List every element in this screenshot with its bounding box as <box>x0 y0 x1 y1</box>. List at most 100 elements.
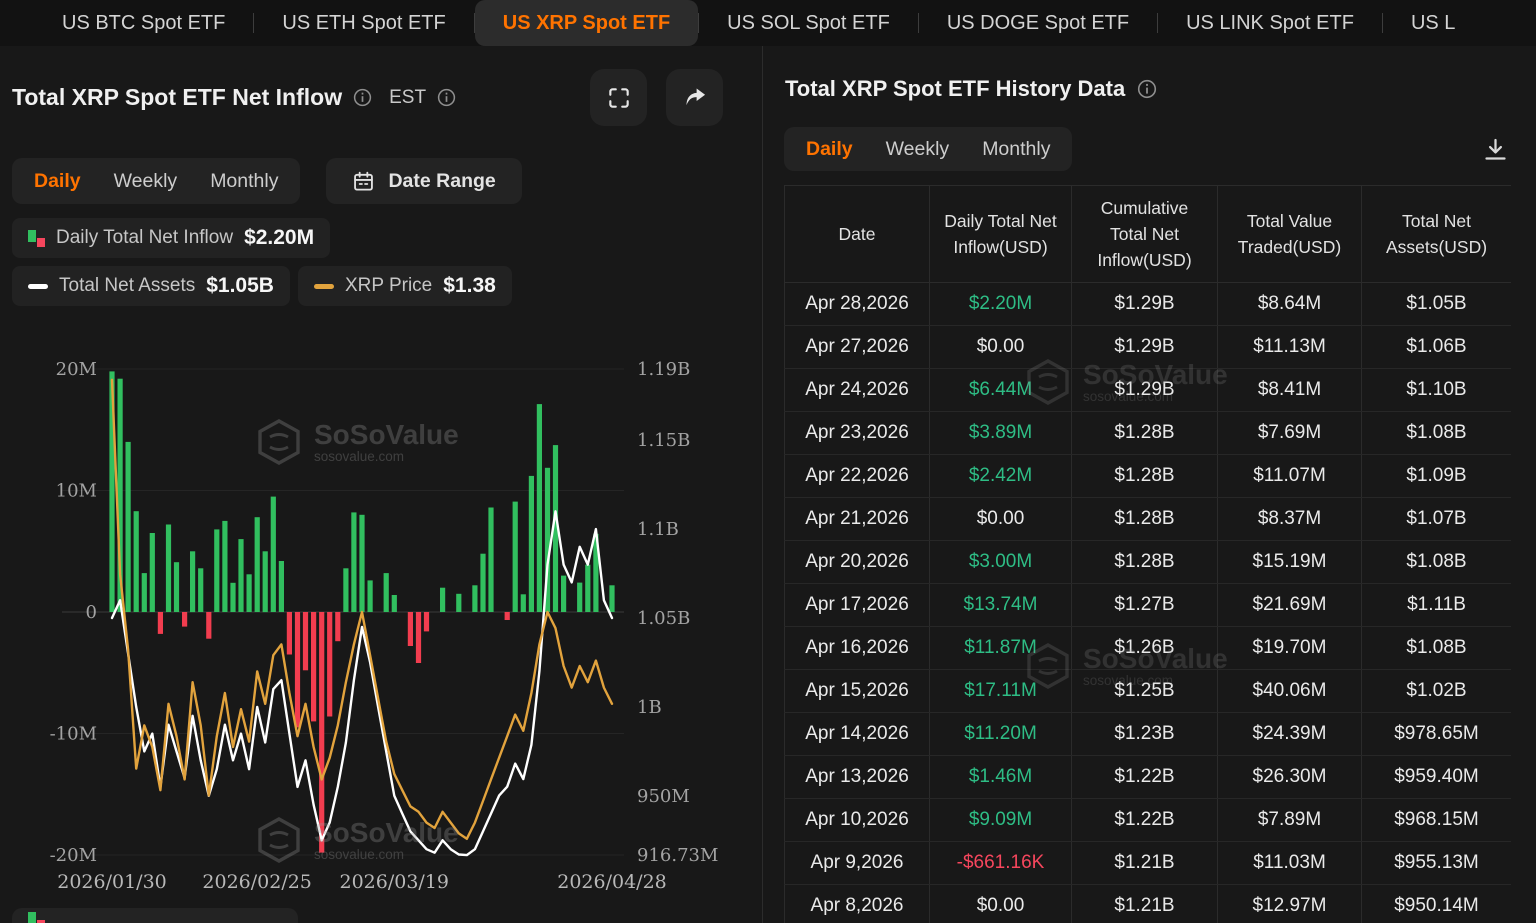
right-panel: Total XRP Spot ETF History Data Daily We… <box>762 46 1536 923</box>
right-axis-label: 1.15B <box>637 430 690 451</box>
inflow-bar <box>238 539 244 612</box>
bar-swatch-icon <box>28 229 45 247</box>
fullscreen-button[interactable] <box>590 69 647 126</box>
date-range-button[interactable]: Date Range <box>326 158 522 204</box>
net-assets-cell: $955.13M <box>1361 841 1511 885</box>
cumulative-inflow-cell: $1.23B <box>1071 712 1218 756</box>
tab-daily[interactable]: Daily <box>34 169 81 192</box>
history-header: Total XRP Spot ETF History Data <box>785 76 1157 102</box>
date-cell: Apr 10,2026 <box>784 798 930 842</box>
etf-tab-us-sol-spot-etf[interactable]: US SOL Spot ETF <box>727 11 890 34</box>
date-range-label: Date Range <box>388 169 496 192</box>
table-row: Apr 14,2026 $11.20M $1.23B $24.39M $978.65M <box>784 712 1511 756</box>
legend-label: Daily Total Net Inflow <box>56 227 234 248</box>
tab-divider <box>917 13 919 33</box>
inflow-bar <box>528 475 534 612</box>
inflow-bar <box>520 594 526 612</box>
tab-monthly[interactable]: Monthly <box>210 169 279 192</box>
daily-inflow-cell: $0.00 <box>929 497 1072 541</box>
inflow-bar <box>246 574 252 612</box>
history-table-header-row: Date Daily Total Net Inflow(USD) Cumulativ… <box>784 185 1511 283</box>
cumulative-inflow-cell: $1.28B <box>1071 497 1218 541</box>
value-traded-cell: $7.69M <box>1217 411 1362 455</box>
daily-inflow-cell: $2.42M <box>929 454 1072 498</box>
inflow-bar <box>214 529 220 612</box>
value-traded-cell: $8.37M <box>1217 497 1362 541</box>
etf-tab-us-l[interactable]: US L <box>1410 11 1456 34</box>
info-icon[interactable] <box>437 88 456 107</box>
net-assets-cell: $1.06B <box>1361 325 1511 369</box>
date-cell: Apr 17,2026 <box>784 583 930 627</box>
inflow-bar <box>544 467 551 612</box>
info-icon[interactable] <box>1137 79 1157 99</box>
x-axis-label: 2026/04/28 <box>557 871 667 893</box>
table-row: Apr 28,2026 $2.20M $1.29B $8.64M $1.05B <box>784 282 1511 326</box>
table-header: Date <box>784 185 930 283</box>
inflow-bar <box>391 595 397 612</box>
table-header: Daily Total Net Inflow(USD) <box>929 185 1072 283</box>
tab-weekly[interactable]: Weekly <box>885 137 950 160</box>
etf-tab-us-btc-spot-etf[interactable]: US BTC Spot ETF <box>62 11 226 34</box>
date-cell: Apr 9,2026 <box>784 841 930 885</box>
info-icon[interactable] <box>353 88 372 107</box>
daily-inflow-cell: -$661.16K <box>929 841 1072 885</box>
chart-toolbar <box>590 69 723 126</box>
inflow-bar <box>230 582 236 612</box>
inflow-bar <box>173 562 180 612</box>
tab-divider <box>1157 13 1159 33</box>
legend-total-net-assets[interactable]: Total Net Assets $1.05B <box>12 266 290 306</box>
net-assets-cell: $1.02B <box>1361 669 1511 713</box>
date-cell: Apr 22,2026 <box>784 454 930 498</box>
share-icon <box>682 85 708 111</box>
table-row: Apr 10,2026 $9.09M $1.22B $7.89M $968.15M <box>784 798 1511 842</box>
legend-daily-net-inflow[interactable]: Daily Total Net Inflow $2.20M <box>12 218 331 258</box>
cumulative-inflow-cell: $1.29B <box>1071 368 1218 412</box>
daily-inflow-cell: $3.89M <box>929 411 1072 455</box>
etf-tab-us-doge-spot-etf[interactable]: US DOGE Spot ETF <box>946 11 1130 34</box>
inflow-bar <box>294 612 301 728</box>
net-assets-cell: $1.08B <box>1361 411 1511 455</box>
download-button[interactable] <box>1480 134 1510 164</box>
cumulative-inflow-cell: $1.29B <box>1071 325 1218 369</box>
inflow-bar <box>165 524 172 612</box>
inflow-bar <box>585 564 591 612</box>
daily-inflow-cell: $11.87M <box>929 626 1072 670</box>
daily-inflow-cell: $13.74M <box>929 583 1072 627</box>
value-traded-cell: $7.89M <box>1217 798 1362 842</box>
inflow-chart-area: 20M 10M 0 -10M -20M 1.19B 1.15B 1.1B 1.05B 1B 950M… <box>0 330 762 923</box>
tab-daily[interactable]: Daily <box>806 137 853 160</box>
cumulative-inflow-cell: $1.28B <box>1071 411 1218 455</box>
value-traded-cell: $24.39M <box>1217 712 1362 756</box>
table-row: Apr 23,2026 $3.89M $1.28B $7.69M $1.08B <box>784 411 1511 455</box>
inflow-bar <box>415 612 422 663</box>
inflow-bar <box>440 587 446 612</box>
value-traded-cell: $19.70M <box>1217 626 1362 670</box>
value-traded-cell: $15.19M <box>1217 540 1362 584</box>
inflow-bar <box>536 404 542 612</box>
tab-weekly[interactable]: Weekly <box>113 169 178 192</box>
daily-inflow-cell: $0.00 <box>929 884 1072 923</box>
cumulative-inflow-cell: $1.28B <box>1071 454 1218 498</box>
inflow-bar <box>198 568 204 612</box>
etf-tab-us-xrp-spot-etf[interactable]: US XRP Spot ETF <box>474 0 699 46</box>
calendar-icon <box>352 170 375 193</box>
table-row: Apr 17,2026 $13.74M $1.27B $21.69M $1.11B <box>784 583 1511 627</box>
legend-xrp-price[interactable]: XRP Price $1.38 <box>297 266 512 306</box>
chart-legend-row-1: Daily Total Net Inflow $2.20M <box>12 218 331 258</box>
tab-monthly[interactable]: Monthly <box>982 137 1051 160</box>
tab-divider <box>473 13 475 33</box>
table-row: Apr 15,2026 $17.11M $1.25B $40.06M $1.02B <box>784 669 1511 713</box>
date-cell: Apr 21,2026 <box>784 497 930 541</box>
left-axis-label: 20M <box>56 359 97 380</box>
table-header: Total Net Assets(USD) <box>1361 185 1511 283</box>
table-row: Apr 20,2026 $3.00M $1.28B $15.19M $1.08B <box>784 540 1511 584</box>
share-button[interactable] <box>666 69 723 126</box>
etf-tab-us-link-spot-etf[interactable]: US LINK Spot ETF <box>1186 11 1354 34</box>
date-cell: Apr 13,2026 <box>784 755 930 799</box>
inflow-bar <box>190 551 196 613</box>
inflow-bar <box>383 573 389 612</box>
inflow-bar <box>141 573 147 612</box>
value-traded-cell: $8.41M <box>1217 368 1362 412</box>
etf-tab-us-eth-spot-etf[interactable]: US ETH Spot ETF <box>282 11 446 34</box>
inflow-chart[interactable]: 20M 10M 0 -10M -20M 1.19B 1.15B 1.1B 1.05B 1B 950M… <box>0 330 762 923</box>
